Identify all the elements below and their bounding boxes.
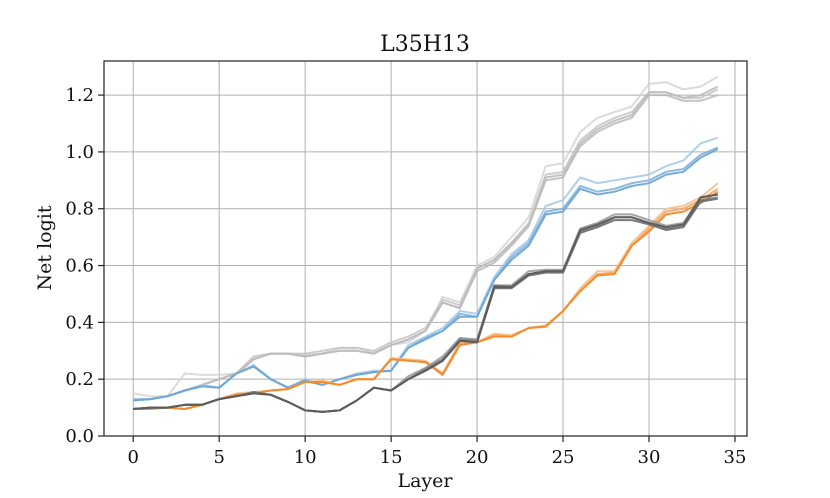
y-tick-label: 0.8 <box>65 199 94 220</box>
x-tick-label: 5 <box>213 447 224 468</box>
x-tick-label: 0 <box>128 447 139 468</box>
x-tick-label: 10 <box>294 447 317 468</box>
y-tick-label: 0.4 <box>65 312 94 333</box>
grid <box>104 61 747 437</box>
series-line-7 <box>133 148 719 402</box>
series-line-1 <box>133 75 719 398</box>
y-tick-label: 1.0 <box>65 142 94 163</box>
series-line-10 <box>133 190 719 410</box>
y-tick-label: 0.0 <box>65 426 94 447</box>
series-line-9 <box>133 187 719 410</box>
x-axis-label: Layer <box>397 470 453 492</box>
series-line-4 <box>133 85 719 401</box>
y-axis: 0.0 0.2 0.4 0.6 0.8 1.0 1.2 <box>65 85 104 447</box>
x-tick-label: 20 <box>466 447 489 468</box>
y-tick-label: 0.6 <box>65 256 94 277</box>
series-lines <box>133 75 719 413</box>
series-line-12 <box>133 196 718 413</box>
y-tick-label: 0.2 <box>65 369 94 390</box>
x-tick-label: 25 <box>552 447 575 468</box>
x-tick-label: 35 <box>724 447 747 468</box>
x-axis: 0 5 10 15 20 25 30 35 <box>128 436 747 468</box>
series-line-13 <box>133 197 718 413</box>
x-tick-label: 30 <box>638 447 661 468</box>
series-line-14 <box>133 193 718 413</box>
plot-frame <box>103 60 748 437</box>
y-tick-label: 1.2 <box>65 85 94 106</box>
x-tick-label: 15 <box>380 447 403 468</box>
y-axis-label: Net logit <box>34 205 56 290</box>
chart-title: L35H13 <box>380 32 470 57</box>
